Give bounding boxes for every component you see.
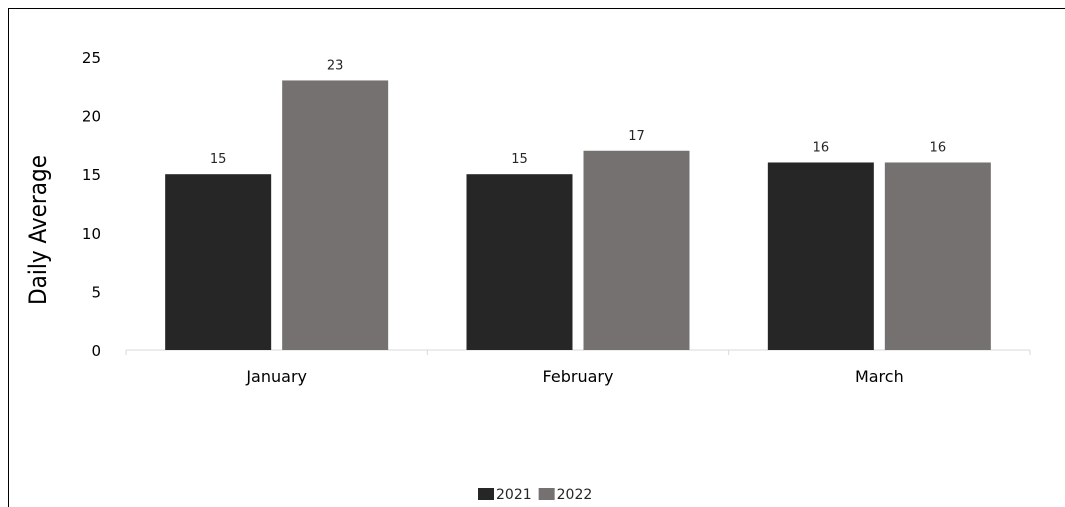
legend-label-2022: 2022	[557, 487, 593, 503]
bar-2022-february	[583, 150, 690, 350]
y-tick-label: 15	[82, 166, 101, 184]
legend-swatch-2022	[538, 488, 555, 500]
data-label: 23	[327, 58, 344, 73]
bar-2021-january	[165, 174, 272, 350]
frame-border-left	[8, 8, 9, 507]
x-axis-ticks: January February March	[245, 367, 903, 386]
y-tick-label: 5	[91, 283, 101, 301]
legend: 2021 2022	[478, 487, 592, 503]
y-axis-label: Daily Average	[24, 155, 52, 305]
y-tick-label: 25	[82, 49, 101, 67]
y-tick-label: 10	[82, 225, 101, 243]
frame-border-top	[8, 8, 1065, 9]
data-label: 17	[628, 129, 645, 144]
y-tick-label: 20	[82, 108, 101, 126]
x-tick-label: February	[543, 367, 614, 386]
data-label: 15	[511, 152, 528, 167]
bar-2022-january	[282, 80, 389, 350]
x-tick-label: January	[245, 367, 307, 386]
bar-2021-february	[466, 174, 573, 350]
data-labels: 15 23 15 17 16 16	[210, 58, 946, 167]
bar-series	[165, 80, 991, 350]
y-tick-label: 0	[91, 342, 101, 360]
data-label: 15	[210, 152, 227, 167]
legend-label-2021: 2021	[496, 487, 532, 503]
data-label: 16	[813, 140, 830, 155]
bar-2022-march	[884, 162, 991, 350]
bar-2021-march	[767, 162, 874, 350]
y-axis-ticks: 0 5 10 15 20 25	[82, 49, 101, 360]
x-tick-label: March	[855, 367, 904, 386]
data-label: 16	[930, 140, 947, 155]
x-axis	[125, 349, 1031, 355]
legend-swatch-2021	[478, 488, 494, 500]
